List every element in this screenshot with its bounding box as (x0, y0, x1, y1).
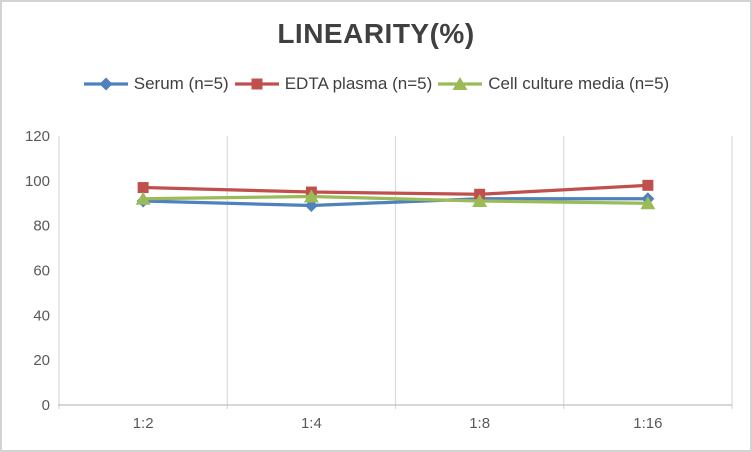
legend-item-0: Serum (n=5) (83, 74, 229, 94)
series-line-0 (143, 197, 648, 208)
legend-item-1: EDTA plasma (n=5) (234, 74, 433, 94)
legend-label: EDTA plasma (n=5) (284, 74, 433, 93)
legend-label: Serum (n=5) (133, 74, 229, 93)
y-tick-label: 20 (33, 352, 50, 369)
square-marker (137, 182, 149, 194)
diamond-legend-marker-icon (83, 77, 128, 91)
legend-label: Cell culture media (n=5) (488, 74, 670, 93)
triangle-marker (472, 194, 488, 208)
y-tick-label: 40 (33, 307, 50, 324)
y-tick-label: 120 (25, 128, 50, 145)
triangle-marker (303, 189, 319, 203)
y-tick-label: 0 (42, 397, 50, 414)
x-category-label: 1:2 (133, 415, 154, 432)
triangle-legend-marker-icon (438, 77, 483, 90)
x-category-label: 1:16 (633, 415, 662, 432)
legend-item-2: Cell culture media (n=5) (437, 74, 669, 94)
y-tick-label: 80 (33, 218, 50, 235)
chart-legend: Serum (n=5) EDTA plasma (n=5) Cell culture… (2, 74, 750, 94)
square-marker (642, 179, 654, 191)
triangle-marker (640, 196, 656, 210)
triangle-marker (135, 191, 151, 205)
chart-title: LINEARITY(%) (277, 18, 475, 49)
series-line-1 (143, 183, 648, 196)
y-tick-label: 60 (33, 263, 50, 280)
y-tick-label: 100 (25, 173, 50, 190)
x-category-label: 1:8 (469, 415, 490, 432)
x-category-label: 1:4 (301, 415, 322, 432)
series-line-2 (143, 194, 648, 205)
square-legend-marker-icon (234, 78, 279, 90)
